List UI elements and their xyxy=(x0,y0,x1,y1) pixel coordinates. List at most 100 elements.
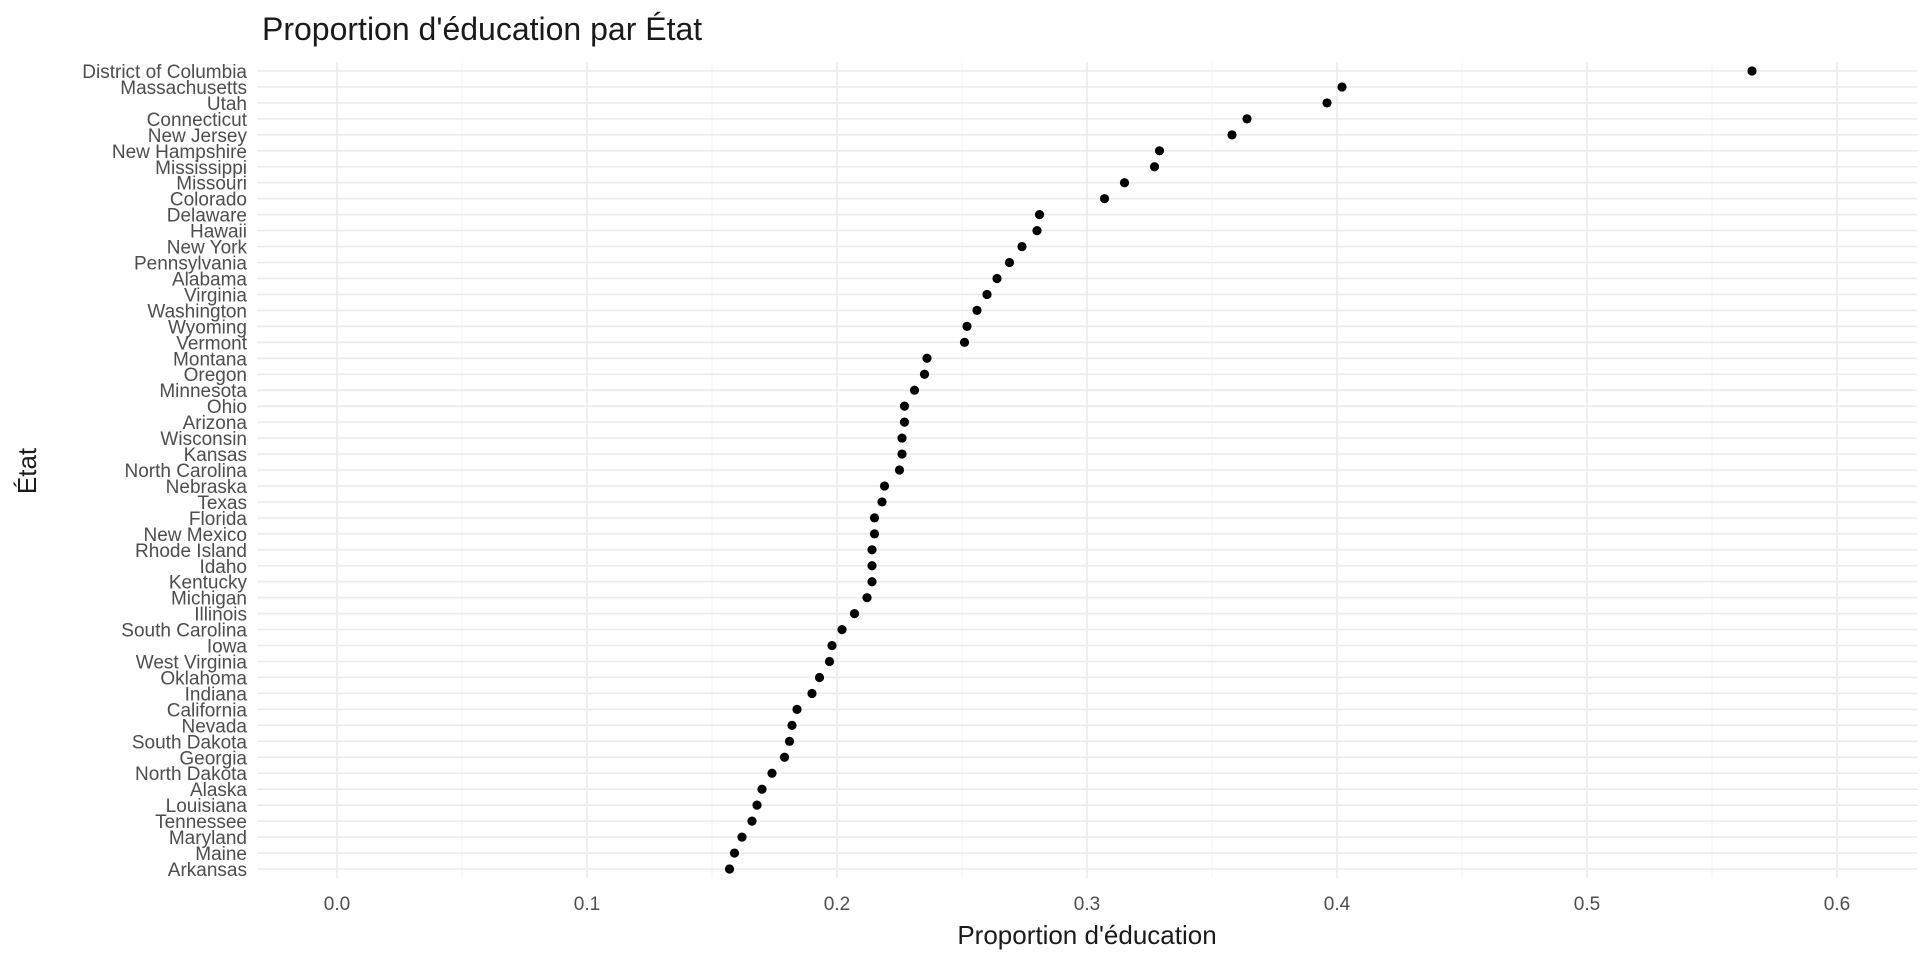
data-point xyxy=(869,529,880,539)
data-point xyxy=(1034,210,1045,220)
y-tick-label: Delaware xyxy=(167,206,247,227)
data-point xyxy=(757,784,767,794)
y-tick-label: Arkansas xyxy=(168,860,247,881)
data-point xyxy=(807,688,817,699)
y-tick-label: Oregon xyxy=(184,365,247,386)
y-tick-label: Connecticut xyxy=(147,110,248,131)
y-tick-label: Vermont xyxy=(176,333,247,354)
y-tick-label: Ohio xyxy=(207,397,247,418)
y-tick-label: Arizona xyxy=(183,413,248,434)
y-tick-label: Illinois xyxy=(194,605,247,626)
data-point xyxy=(767,768,777,778)
y-tick-label: Oklahoma xyxy=(160,668,247,689)
y-axis-labels: District of ColumbiaMassachusettsUtahCon… xyxy=(82,62,247,881)
y-tick-label: New York xyxy=(167,238,248,259)
data-point xyxy=(899,401,910,411)
data-point xyxy=(869,513,880,523)
y-tick-label: Alaska xyxy=(190,780,247,801)
data-point xyxy=(1099,194,1110,204)
y-tick-label: South Carolina xyxy=(121,621,247,642)
data-point xyxy=(787,720,797,730)
data-point xyxy=(879,481,890,491)
y-tick-label: Virginia xyxy=(184,285,247,306)
y-tick-label: California xyxy=(167,700,248,721)
x-tick-label: 0.4 xyxy=(1324,894,1351,915)
data-point xyxy=(1322,98,1332,108)
data-point xyxy=(737,832,747,842)
y-tick-label: North Dakota xyxy=(135,764,247,785)
data-point xyxy=(894,465,905,475)
data-point xyxy=(747,816,757,826)
data-point xyxy=(897,449,907,459)
y-tick-label: Maryland xyxy=(169,828,247,849)
data-point xyxy=(867,561,877,571)
data-point xyxy=(959,337,970,347)
grid-layer xyxy=(257,62,1917,878)
data-point xyxy=(897,433,907,443)
y-axis-title: État xyxy=(12,447,42,494)
y-tick-label: Michigan xyxy=(171,589,247,610)
y-tick-label: Idaho xyxy=(199,557,247,578)
data-point xyxy=(1004,257,1015,268)
y-tick-label: Wisconsin xyxy=(160,429,247,450)
y-tick-label: Hawaii xyxy=(190,222,247,243)
data-point xyxy=(1227,130,1237,140)
x-tick-label: 0.3 xyxy=(1074,894,1100,915)
data-point xyxy=(877,497,887,507)
data-point xyxy=(1032,226,1042,236)
y-tick-label: Nebraska xyxy=(166,477,248,498)
y-tick-label: Missouri xyxy=(176,174,247,195)
data-point xyxy=(1242,114,1252,124)
data-point xyxy=(972,305,982,315)
x-axis-labels: 0.0 0.1 0.2 0.3 0.4 0.5 0.6 xyxy=(324,894,1850,915)
y-tick-label: New Mexico xyxy=(144,525,247,546)
y-tick-label: Washington xyxy=(147,301,247,322)
data-point xyxy=(922,353,932,363)
data-points xyxy=(724,66,1757,874)
data-point xyxy=(919,369,930,379)
y-tick-label: Montana xyxy=(173,349,247,370)
y-tick-label: Kansas xyxy=(184,445,247,466)
y-tick-label: West Virginia xyxy=(136,653,248,674)
data-point xyxy=(1747,66,1757,76)
y-tick-label: South Dakota xyxy=(132,732,248,753)
data-point xyxy=(814,672,825,683)
data-point xyxy=(849,609,860,619)
x-tick-label: 0.5 xyxy=(1574,894,1600,915)
data-point xyxy=(792,704,802,715)
y-tick-label: New Hampshire xyxy=(112,142,247,163)
y-tick-label: Maine xyxy=(195,844,247,865)
y-tick-label: Tennessee xyxy=(155,812,247,833)
y-tick-label: Iowa xyxy=(207,637,248,658)
data-point xyxy=(862,593,872,603)
x-tick-label: 0.2 xyxy=(824,894,850,915)
data-point xyxy=(1017,241,1027,252)
data-point xyxy=(827,640,837,651)
data-point xyxy=(784,736,795,746)
y-tick-label: Colorado xyxy=(170,190,247,211)
y-tick-label: Massachusetts xyxy=(120,78,247,99)
y-tick-label: Wyoming xyxy=(168,317,247,338)
data-point xyxy=(824,656,835,667)
data-point xyxy=(1154,146,1165,156)
y-tick-label: Alabama xyxy=(172,269,247,290)
data-point xyxy=(909,385,920,395)
y-tick-label: North Carolina xyxy=(125,461,248,482)
y-tick-label: District of Columbia xyxy=(82,62,247,83)
x-tick-label: 0.1 xyxy=(574,894,600,915)
y-tick-label: Louisiana xyxy=(166,796,248,817)
y-tick-label: Pennsylvania xyxy=(134,254,247,275)
x-tick-label: 0.0 xyxy=(324,894,350,915)
y-tick-label: Minnesota xyxy=(159,381,247,402)
data-point xyxy=(1337,82,1347,92)
y-tick-label: Indiana xyxy=(185,684,248,705)
y-tick-label: Mississippi xyxy=(155,158,247,179)
data-point xyxy=(992,273,1002,284)
chart-title: Proportion d'éducation par État xyxy=(262,11,702,47)
data-point xyxy=(982,289,992,300)
y-tick-label: Utah xyxy=(207,94,247,115)
data-point xyxy=(867,577,877,587)
y-tick-label: Nevada xyxy=(182,716,248,737)
